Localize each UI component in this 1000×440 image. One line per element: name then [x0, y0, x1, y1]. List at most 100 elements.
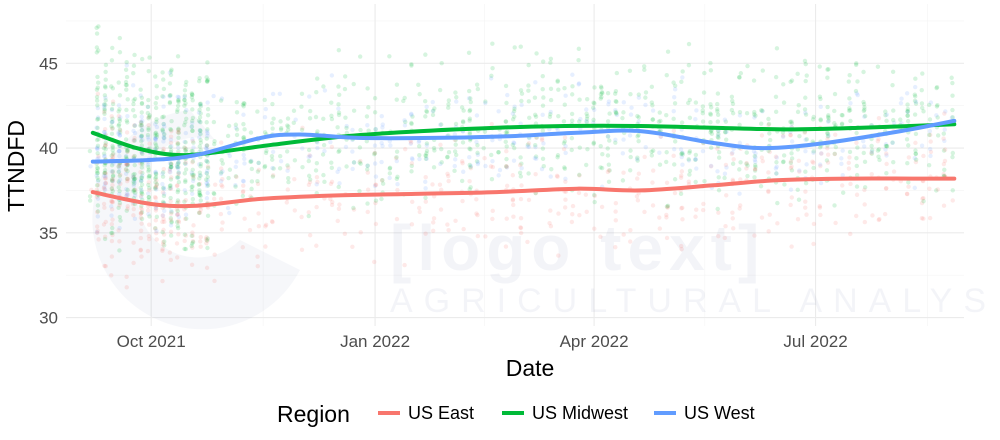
data-point: [643, 90, 649, 95]
data-point: [139, 101, 145, 106]
data-point: [504, 156, 509, 162]
data-point: [394, 155, 399, 160]
data-point: [518, 174, 524, 179]
data-point: [634, 156, 640, 162]
data-point: [819, 151, 824, 156]
data-point: [116, 169, 121, 175]
data-point: [205, 165, 211, 171]
data-point: [489, 73, 494, 79]
data-point: [198, 128, 203, 133]
data-point: [138, 87, 143, 92]
data-point: [380, 181, 386, 186]
data-point: [285, 116, 291, 121]
data-point: [671, 146, 677, 152]
data-point: [96, 48, 101, 53]
data-point: [161, 77, 166, 82]
data-point: [650, 117, 656, 122]
data-point: [160, 70, 165, 75]
data-point: [337, 148, 342, 153]
data-point: [139, 133, 144, 138]
data-point: [270, 219, 275, 225]
data-point: [123, 79, 129, 85]
data-point: [306, 147, 312, 153]
data-point: [336, 106, 341, 111]
data-point: [540, 112, 545, 118]
data-point: [453, 121, 459, 127]
data-point: [322, 88, 328, 93]
data-point: [744, 111, 750, 116]
data-point: [467, 162, 472, 168]
data-point: [628, 112, 634, 117]
data-point: [234, 132, 240, 138]
data-point: [934, 104, 940, 109]
data-point: [125, 97, 130, 102]
data-point: [109, 178, 115, 184]
data-point: [883, 142, 889, 147]
data-point: [883, 186, 889, 191]
data-point: [862, 107, 867, 112]
data-point: [722, 171, 728, 176]
data-point: [176, 214, 182, 220]
data-point: [752, 115, 757, 120]
data-point: [132, 193, 138, 198]
data-point: [198, 119, 203, 125]
data-point: [672, 177, 678, 182]
data-point: [796, 103, 801, 108]
data-point: [139, 120, 144, 126]
data-point: [183, 246, 188, 252]
data-point: [102, 173, 107, 179]
data-point: [342, 231, 348, 236]
data-point: [935, 133, 941, 138]
data-point: [197, 192, 202, 198]
data-point: [803, 169, 808, 174]
data-point: [673, 139, 678, 144]
data-point: [160, 213, 165, 218]
data-point: [183, 179, 188, 185]
data-point: [817, 205, 823, 210]
data-point: [205, 106, 211, 112]
data-point: [372, 150, 377, 156]
data-point: [840, 190, 846, 195]
data-point: [671, 153, 676, 158]
data-point: [270, 149, 276, 155]
data-point: [686, 158, 692, 163]
data-point: [759, 108, 764, 113]
data-point: [321, 116, 326, 121]
data-point: [387, 54, 392, 59]
data-point: [468, 185, 473, 190]
data-point: [118, 218, 123, 223]
data-point: [452, 163, 457, 169]
data-point: [759, 121, 764, 126]
data-point: [372, 152, 377, 157]
data-point: [146, 116, 151, 121]
data-point: [811, 114, 816, 120]
data-point: [131, 183, 137, 188]
data-point: [94, 171, 100, 176]
data-point: [101, 109, 107, 115]
data-point: [124, 208, 129, 213]
data-point: [884, 153, 889, 158]
data-point: [797, 168, 802, 173]
data-point: [153, 131, 158, 136]
data-point: [116, 228, 121, 233]
data-point: [110, 145, 116, 150]
data-point: [423, 153, 428, 158]
data-point: [336, 166, 342, 172]
data-point: [679, 169, 685, 174]
data-point: [373, 182, 379, 188]
data-point: [810, 159, 815, 164]
data-point: [517, 162, 523, 168]
data-point: [555, 155, 560, 160]
data-point: [198, 207, 203, 212]
data-point: [402, 95, 407, 101]
data-point: [364, 138, 369, 144]
data-point: [315, 140, 320, 145]
data-point: [563, 179, 568, 184]
data-point: [460, 160, 465, 166]
data-point: [882, 211, 888, 217]
data-point: [774, 155, 779, 160]
data-point: [182, 246, 187, 252]
data-point: [475, 143, 480, 148]
data-point: [373, 127, 378, 132]
data-point: [176, 170, 182, 175]
